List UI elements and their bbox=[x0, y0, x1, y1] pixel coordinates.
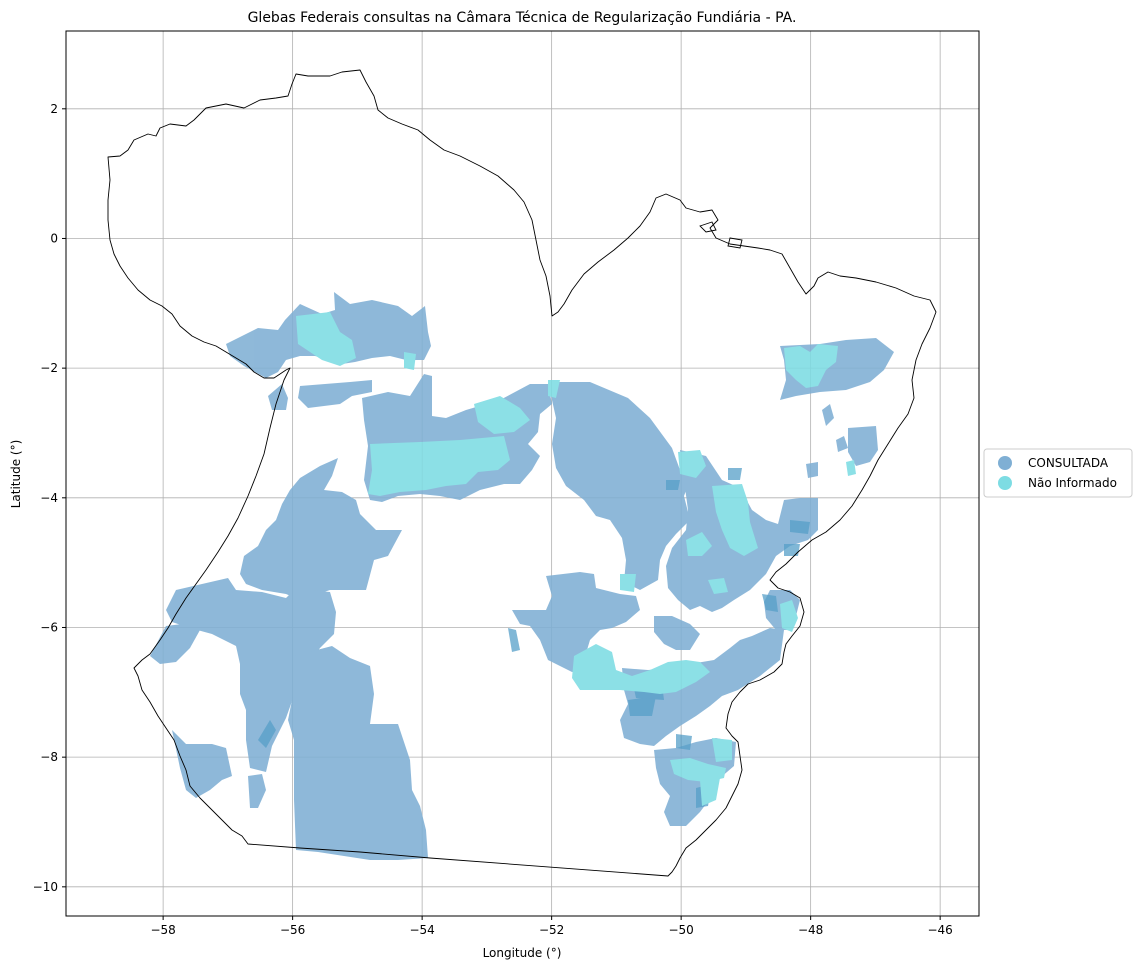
gleba-south-central bbox=[288, 646, 428, 860]
x-axis-label: Longitude (°) bbox=[483, 946, 562, 960]
gleba-ni-east-c bbox=[686, 532, 712, 556]
gleba-east-dots-a bbox=[822, 404, 834, 426]
gleba-ni-east-e bbox=[708, 578, 728, 594]
y-tick-label: −8 bbox=[40, 750, 58, 764]
gleba-ni-south-a bbox=[572, 644, 710, 694]
y-tick-label: −4 bbox=[40, 491, 58, 505]
gleba-overlap-e bbox=[784, 544, 800, 556]
island-shape bbox=[699, 221, 717, 233]
gleba-ni-south-c bbox=[712, 738, 732, 762]
gleba-south-west-c bbox=[172, 730, 232, 798]
y-axis-label: Latitude (°) bbox=[9, 440, 23, 509]
x-tick-label: −54 bbox=[409, 923, 434, 937]
gleba-overlap-j bbox=[258, 720, 276, 748]
gleba-east-dots-c bbox=[806, 462, 818, 478]
gleba-ni-central bbox=[368, 436, 510, 496]
gleba-ni-far-east bbox=[780, 600, 798, 632]
gleba-central-east bbox=[512, 572, 640, 672]
gleba-overlap-f bbox=[666, 480, 680, 490]
legend-marker-nao-informado bbox=[998, 476, 1012, 490]
gleba-east-south bbox=[620, 628, 784, 746]
x-tick-label: −50 bbox=[668, 923, 693, 937]
gleba-sw-c bbox=[180, 598, 204, 616]
gleba-overlap-g bbox=[790, 520, 810, 534]
gleba-ni-central-b bbox=[474, 396, 530, 434]
gleba-east-dots-b bbox=[836, 436, 848, 452]
x-axis-ticks: −58 −56 −54 −52 −50 −48 −46 bbox=[150, 916, 953, 937]
axes-frame bbox=[65, 30, 980, 917]
gleba-ni-south-b bbox=[670, 758, 726, 782]
gleba-ni-south-d bbox=[700, 778, 720, 806]
x-tick-label: −48 bbox=[798, 923, 823, 937]
glebas-nao-informado bbox=[296, 312, 856, 806]
gleba-ni-east-b bbox=[712, 484, 758, 556]
gleba-ni-east-d bbox=[620, 574, 636, 592]
gleba-central-east-b bbox=[654, 616, 700, 650]
x-tick-label: −56 bbox=[280, 923, 305, 937]
gleba-southwest-a bbox=[166, 578, 336, 772]
legend-box bbox=[983, 448, 1133, 498]
legend-label-consultada: CONSULTADA bbox=[1028, 456, 1109, 470]
y-tick-label: −2 bbox=[40, 361, 58, 375]
gleba-overlap-k bbox=[508, 628, 520, 652]
gleba-ni-east-a bbox=[678, 450, 706, 478]
gleba-central-belt bbox=[548, 382, 690, 590]
y-tick-label: −10 bbox=[33, 880, 58, 894]
gleba-south-west-d bbox=[248, 774, 266, 808]
legend-label-nao-informado: Não Informado bbox=[1028, 476, 1117, 490]
gleba-ni-central-c bbox=[548, 380, 560, 398]
gleba-ni-east-coast bbox=[784, 344, 838, 388]
y-tick-label: −6 bbox=[40, 620, 58, 634]
x-tick-label: −58 bbox=[150, 923, 175, 937]
gleba-ni-northwest bbox=[296, 312, 356, 366]
gleba-overlap-h bbox=[762, 594, 778, 612]
y-axis-ticks: 2 0 −2 −4 −6 −8 −10 bbox=[33, 102, 66, 894]
gleba-ni-east-f bbox=[846, 460, 856, 476]
glebas-consultada bbox=[150, 292, 894, 860]
x-tick-label: −52 bbox=[539, 923, 564, 937]
chart-title: Glebas Federais consultas na Câmara Técn… bbox=[248, 10, 797, 26]
x-tick-label: −46 bbox=[927, 923, 952, 937]
y-tick-label: 0 bbox=[50, 231, 58, 245]
legend-marker-consultada bbox=[998, 456, 1012, 470]
island-shape bbox=[727, 237, 743, 249]
y-tick-label: 2 bbox=[50, 102, 58, 116]
gleba-overlap-i bbox=[728, 468, 742, 480]
legend: CONSULTADA Não Informado bbox=[983, 448, 1133, 498]
gleba-west-belt bbox=[240, 458, 402, 600]
gleba-central-north-a bbox=[298, 380, 372, 408]
state-boundary bbox=[107, 69, 937, 877]
gleba-overlap-a bbox=[628, 696, 656, 716]
plot-area: −58 −56 −54 −52 −50 −48 −46 2 0 −2 −4 −6 −8 −10 bbox=[33, 30, 980, 937]
gleba-ni-northwest-b bbox=[404, 352, 416, 370]
gleba-overlap-c bbox=[676, 734, 692, 750]
gleba-southwest-b bbox=[150, 624, 200, 664]
glebas-layer bbox=[150, 292, 894, 860]
gleba-east-inner bbox=[848, 426, 878, 466]
